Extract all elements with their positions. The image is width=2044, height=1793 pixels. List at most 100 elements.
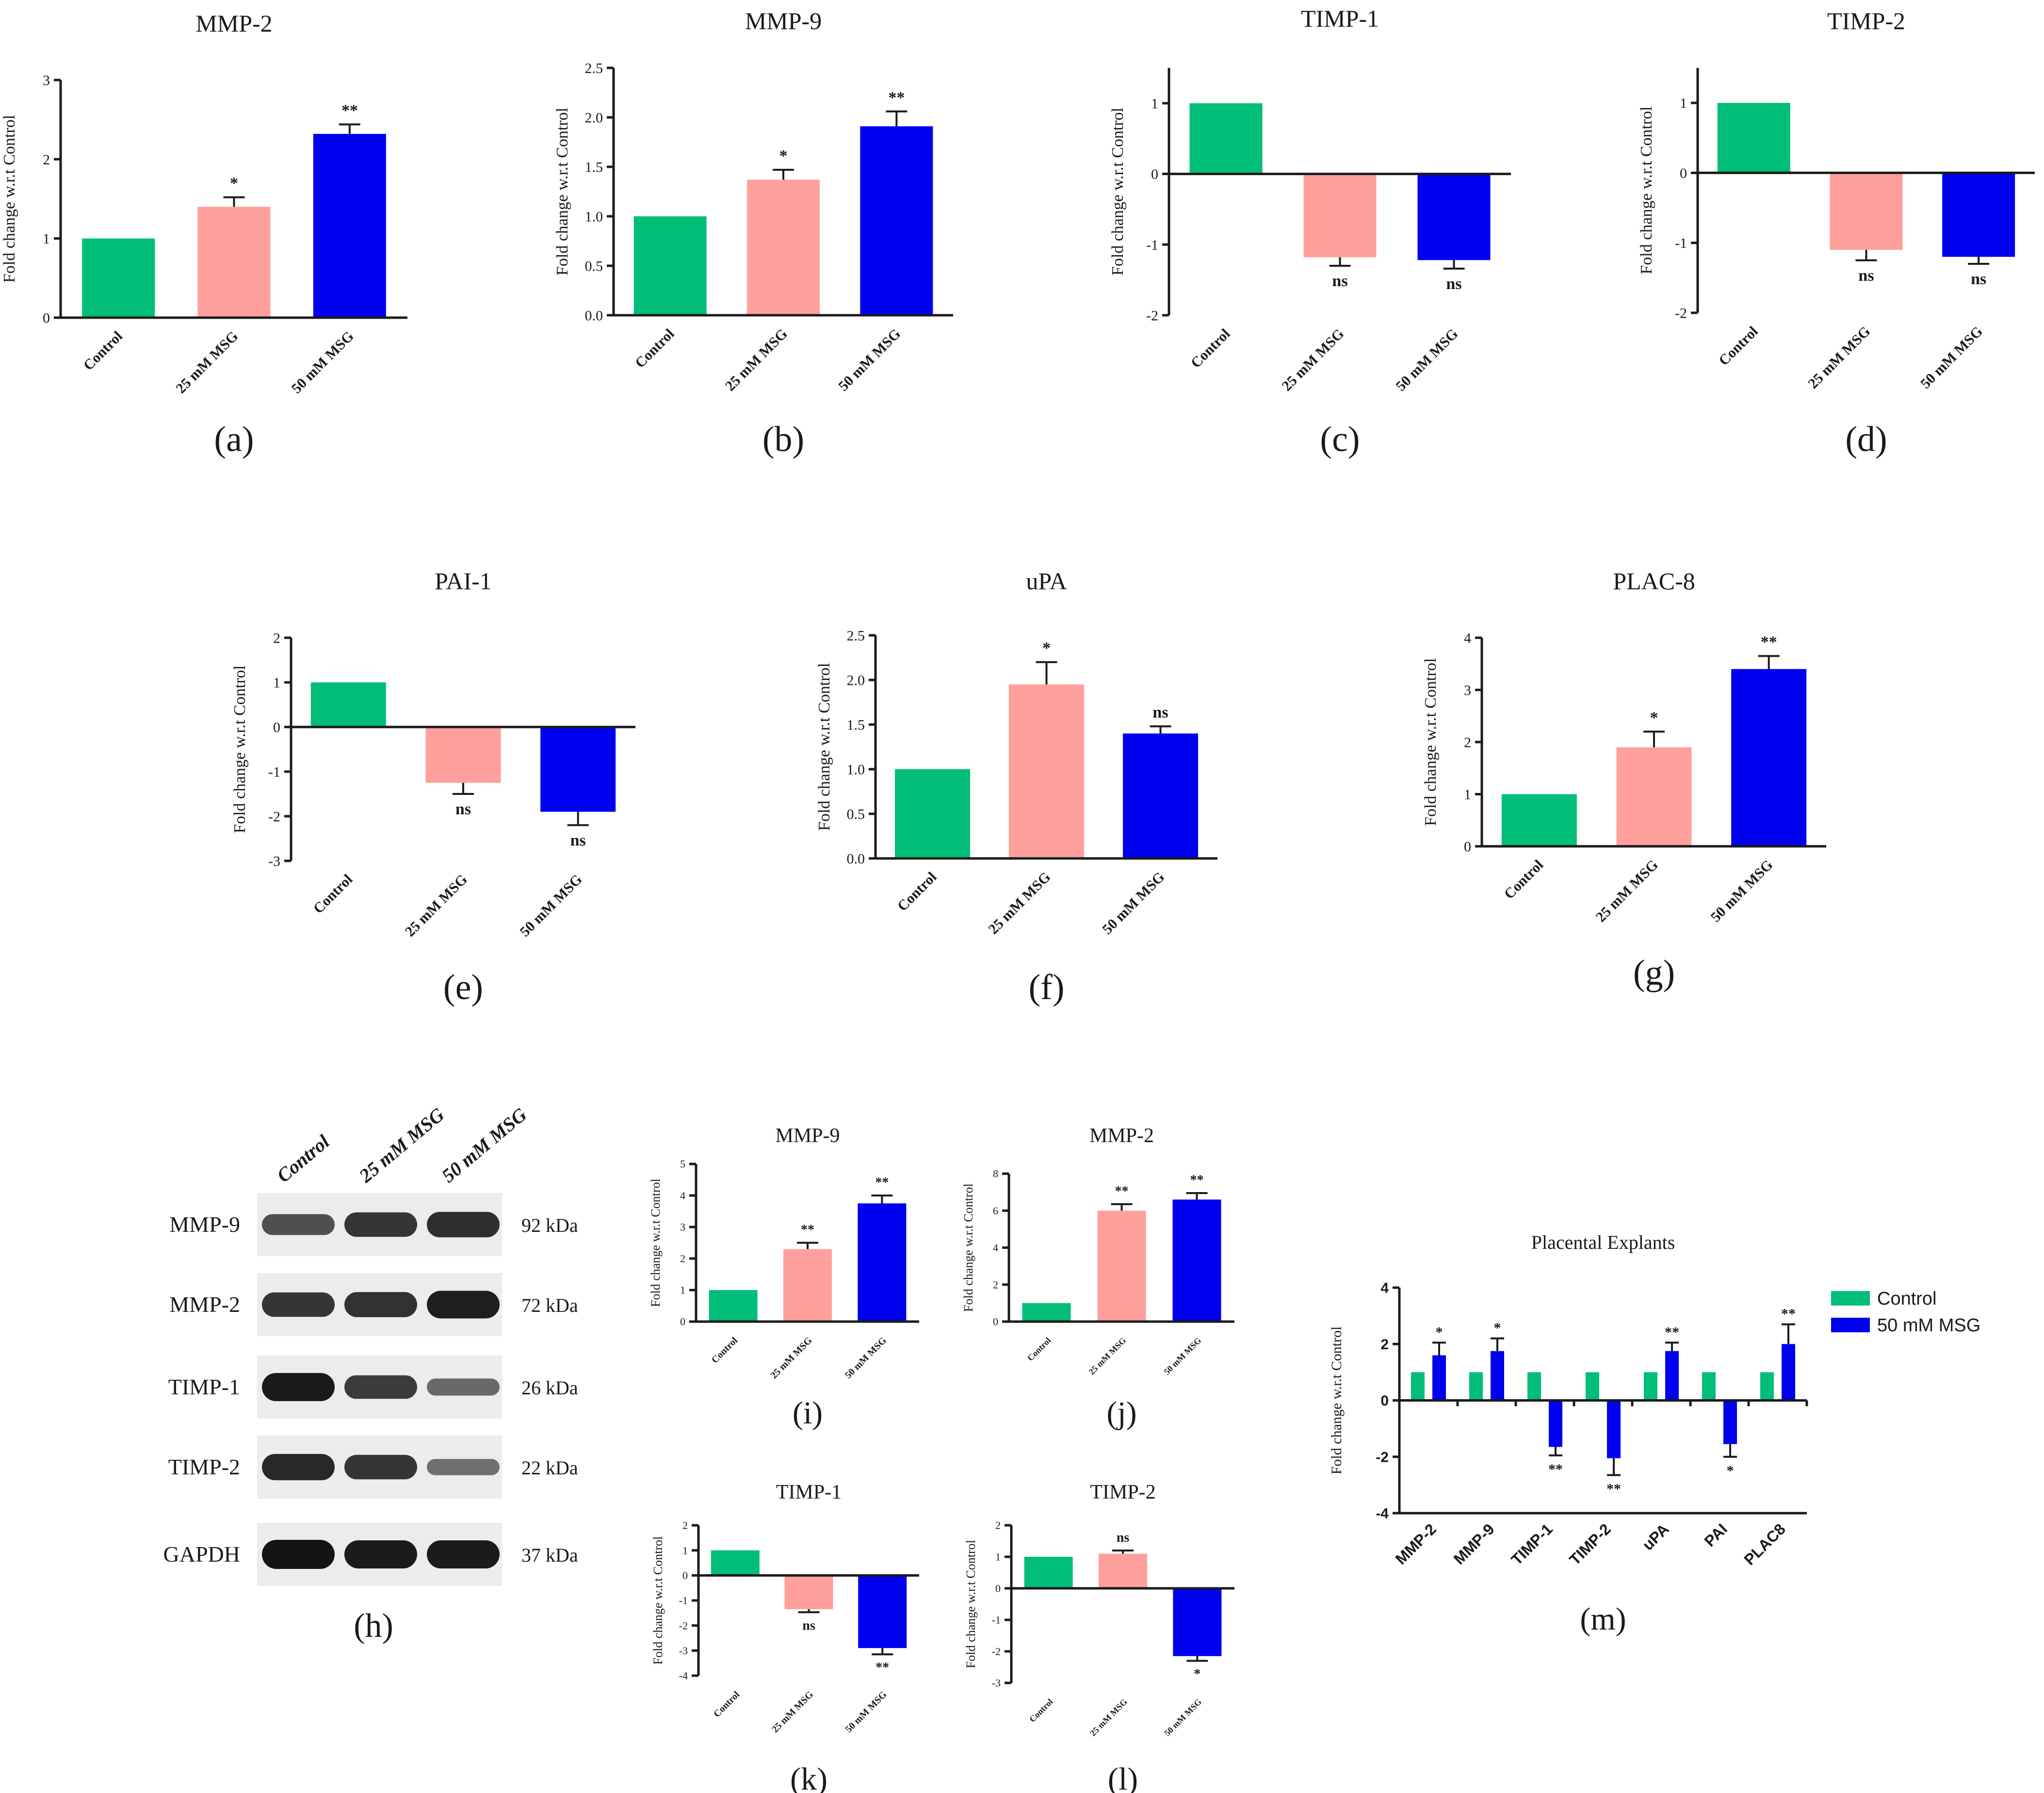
significance-label: ** (801, 1223, 814, 1238)
significance-label: ** (875, 1175, 889, 1190)
panel-label: (h) (354, 1607, 393, 1645)
significance-label: ns (1971, 270, 1986, 288)
chart-title: MMP-9 (775, 1125, 840, 1147)
y-tick-label: 0 (993, 1316, 998, 1328)
bar (1723, 1400, 1737, 1444)
y-tick-label: 4 (680, 1190, 685, 1202)
significance-label: ** (888, 89, 905, 107)
y-tick-label: 0 (43, 310, 50, 326)
y-tick-label: 6 (993, 1205, 998, 1217)
y-axis-label: Fold change w.r.t Control (964, 1540, 978, 1668)
y-tick-label: 0 (273, 720, 280, 736)
y-axis-label: Fold change w.r.t Control (815, 663, 833, 831)
panel-label: (d) (1845, 420, 1887, 459)
y-tick-label: 0 (1380, 1393, 1389, 1409)
panel-label: (g) (1633, 953, 1675, 993)
bar (1172, 1199, 1221, 1322)
blot-band (344, 1375, 417, 1399)
legend-swatch (1831, 1291, 1870, 1306)
y-tick-label: 1 (273, 675, 280, 691)
bar (82, 238, 155, 318)
bar (1411, 1372, 1425, 1401)
chart-title: MMP-2 (1089, 1125, 1154, 1147)
blot-band (262, 1214, 335, 1235)
chart-title: TIMP-1 (1301, 5, 1379, 32)
blot-band (344, 1454, 417, 1480)
y-tick-label: 0 (1680, 165, 1687, 181)
y-tick-label: 2.5 (585, 61, 603, 77)
significance-label: ** (1781, 1306, 1796, 1322)
y-tick-label: 0 (682, 1569, 688, 1582)
y-tick-label: 3 (1464, 682, 1471, 698)
y-tick-label: 2 (43, 152, 50, 168)
blot-band (427, 1540, 500, 1569)
bar (709, 1290, 758, 1322)
bar (1189, 103, 1263, 174)
bar (1527, 1372, 1541, 1401)
bar (1099, 1553, 1147, 1588)
blot-band (262, 1292, 335, 1317)
significance-label: * (1727, 1463, 1734, 1479)
significance-label: ns (455, 800, 471, 818)
y-axis-label: Fold change w.r.t Control (961, 1183, 975, 1312)
significance-label: ns (802, 1618, 815, 1633)
y-tick-label: -3 (679, 1645, 688, 1657)
y-tick-label: 1 (1151, 96, 1158, 112)
significance-label: ns (1332, 272, 1347, 290)
panel-label: (e) (443, 968, 483, 1007)
chart-title: MMP-2 (195, 10, 272, 37)
y-tick-label: 0.0 (585, 308, 603, 324)
y-tick-label: 2 (995, 1519, 1001, 1532)
blot-band (427, 1459, 500, 1475)
bar (313, 134, 386, 318)
kda-label: 37 kDa (521, 1544, 578, 1566)
significance-label: ** (876, 1660, 889, 1675)
bar (1303, 174, 1377, 258)
protein-label: GAPDH (163, 1542, 240, 1567)
bar (1024, 1557, 1073, 1588)
protein-label: TIMP-1 (168, 1374, 240, 1399)
bar (1665, 1351, 1679, 1401)
bar (858, 1203, 907, 1322)
significance-label: * (230, 175, 238, 193)
blot-band (262, 1540, 335, 1569)
significance-label: * (1650, 709, 1658, 727)
blot-band (262, 1373, 335, 1402)
bar (425, 727, 501, 783)
y-tick-label: -4 (679, 1670, 688, 1682)
significance-label: * (1436, 1324, 1443, 1340)
y-tick-label: 1.0 (585, 209, 603, 225)
bar (711, 1550, 760, 1576)
panel-label: (i) (793, 1395, 823, 1431)
y-tick-label: 1 (995, 1551, 1001, 1563)
significance-label: ** (1190, 1173, 1204, 1188)
chart-title: uPA (1026, 567, 1067, 595)
bar (1731, 669, 1807, 846)
kda-label: 72 kDa (521, 1294, 578, 1316)
y-axis-label: Fold change w.r.t Control (1329, 1326, 1345, 1475)
blot-band (427, 1291, 500, 1319)
bar (1782, 1344, 1795, 1401)
y-tick-label: 5 (680, 1158, 685, 1170)
y-axis-label: Fold change w.r.t Control (553, 108, 571, 275)
blot-band (427, 1211, 500, 1238)
y-tick-label: 0 (1464, 839, 1471, 855)
y-tick-label: 2.0 (847, 673, 865, 689)
significance-label: * (1042, 639, 1051, 657)
bar (1760, 1372, 1774, 1401)
y-tick-label: 0 (995, 1583, 1001, 1595)
bar (633, 216, 707, 315)
y-tick-label: -2 (268, 809, 280, 825)
kda-label: 92 kDa (521, 1214, 578, 1236)
bar (860, 126, 933, 315)
y-tick-label: 1 (680, 1284, 685, 1296)
y-tick-label: 1 (1680, 96, 1687, 112)
significance-label: ** (1665, 1324, 1679, 1340)
bar (1607, 1400, 1621, 1458)
y-tick-label: 2.0 (585, 110, 603, 126)
y-tick-label: 0.0 (847, 851, 865, 867)
y-tick-label: 1.5 (847, 717, 865, 733)
y-tick-label: 3 (43, 73, 50, 89)
y-tick-label: -1 (679, 1595, 688, 1607)
